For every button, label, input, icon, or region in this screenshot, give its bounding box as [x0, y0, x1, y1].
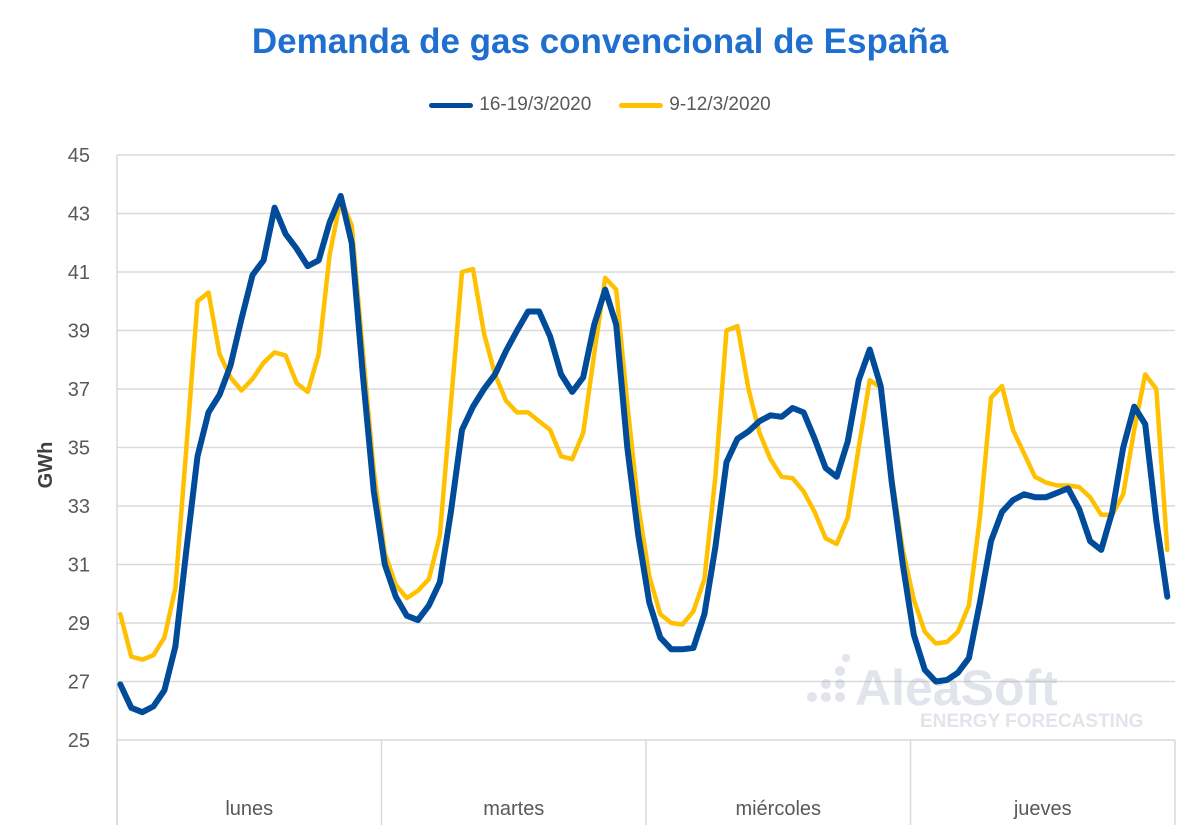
legend-item-current: 16-19/3/2020 [429, 94, 591, 116]
chart-title: Demanda de gas convencional de España [251, 22, 949, 61]
y-tick-label: 29 [68, 613, 90, 635]
y-tick-label: 25 [68, 730, 90, 752]
legend-swatch [429, 102, 474, 108]
y-tick-label: 33 [68, 496, 90, 518]
y-tick-label: 31 [68, 555, 90, 577]
legend-item-previous: 9-12/3/2020 [619, 94, 771, 116]
series-line-previous [118, 196, 1170, 662]
legend: 16-19/3/2020 9-12/3/2020 [0, 94, 1200, 116]
y-tick-label: 41 [68, 262, 90, 284]
x-category-label: miércoles [735, 798, 821, 820]
y-tick-label: 45 [68, 145, 90, 167]
y-tick-label: 43 [68, 204, 90, 226]
x-category-label: jueves [1013, 798, 1072, 820]
legend-label: 9-12/3/2020 [669, 94, 771, 115]
watermark-logo: AleaSoft ENERGY FORECASTING [807, 654, 1143, 732]
x-category-label: martes [483, 798, 544, 820]
legend-swatch [619, 102, 664, 108]
y-axis-label: GWh [35, 442, 57, 489]
svg-text:ENERGY FORECASTING: ENERGY FORECASTING [920, 711, 1143, 732]
svg-text:AleaSoft: AleaSoft [855, 660, 1058, 716]
y-tick-label: 27 [68, 672, 90, 694]
y-tick-label: 37 [68, 379, 90, 401]
legend-label: 16-19/3/2020 [479, 94, 592, 115]
x-category-label: lunes [225, 798, 273, 820]
y-tick-label: 39 [68, 321, 90, 343]
y-tick-label: 35 [68, 438, 90, 460]
series-line-current [117, 192, 1171, 716]
